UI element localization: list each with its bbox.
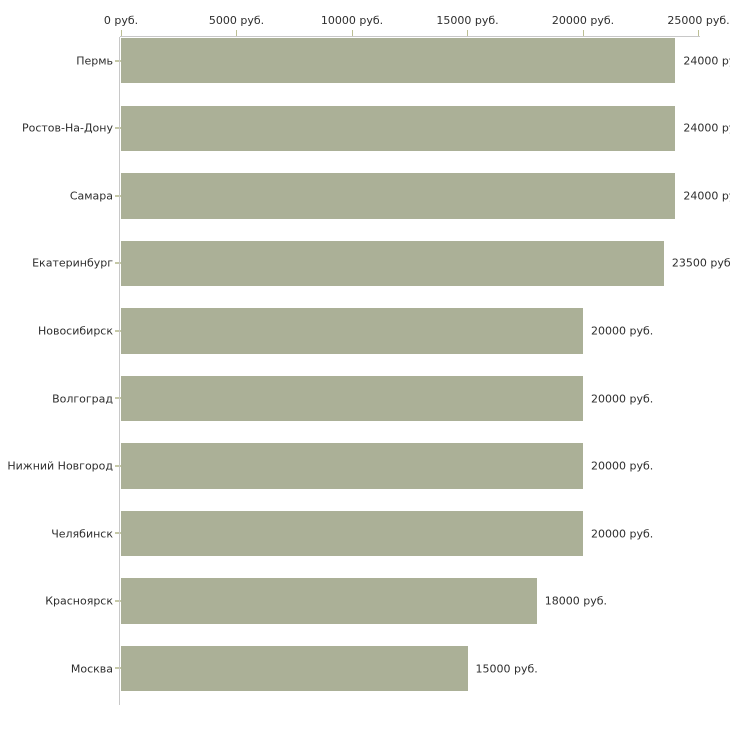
- category-tick: [115, 667, 121, 670]
- x-axis-tick-label: 5000 руб.: [208, 14, 265, 27]
- value-label: 20000 руб.: [591, 324, 654, 338]
- chart-row: Нижний Новгород 20000 руб.: [0, 443, 730, 511]
- y-axis-line: [119, 37, 120, 705]
- category-tick: [115, 127, 121, 130]
- chart-row: Челябинск 20000 руб.: [0, 510, 730, 578]
- category-label: Екатеринбург: [32, 256, 113, 270]
- bar: [121, 375, 583, 422]
- category-label: Пермь: [76, 54, 113, 68]
- x-axis-tick: [582, 30, 584, 36]
- bar: [121, 105, 676, 152]
- value-label: 24000 руб.: [683, 54, 730, 68]
- value-label: 20000 руб.: [591, 459, 654, 473]
- category-tick: [115, 397, 121, 400]
- category-tick: [115, 194, 121, 197]
- category-tick: [115, 464, 121, 467]
- bar: [121, 578, 537, 624]
- chart-row: Самара 24000 руб.: [0, 173, 730, 241]
- category-tick: [115, 262, 121, 265]
- chart-row: Екатеринбург 23500 руб.: [0, 240, 730, 308]
- value-label: 15000 руб.: [475, 662, 538, 676]
- category-label: Красноярск: [45, 594, 113, 608]
- bar: [121, 646, 468, 692]
- category-label: Новосибирск: [37, 324, 113, 338]
- x-axis-tick: [698, 30, 699, 36]
- category-tick: [115, 532, 121, 535]
- x-axis-tick-label: 0 руб.: [103, 14, 139, 27]
- value-label: 18000 руб.: [544, 594, 608, 608]
- value-label: 23500 руб.: [671, 256, 730, 270]
- x-axis-line: [120, 36, 700, 37]
- category-label: Волгоград: [52, 392, 113, 406]
- chart-row: Красноярск 18000 руб.: [0, 578, 730, 646]
- category-label: Челябинск: [51, 527, 113, 541]
- bar: [121, 308, 583, 354]
- bar: [121, 240, 664, 287]
- x-axis-tick: [236, 30, 237, 36]
- category-label: Москва: [70, 662, 113, 676]
- chart-row: Москва 15000 руб.: [0, 645, 730, 713]
- category-tick: [115, 329, 121, 332]
- category-tick: [115, 599, 121, 602]
- value-label: 20000 руб.: [591, 392, 654, 406]
- category-label: Ростов-На-Дону: [21, 121, 113, 135]
- x-axis-tick-label: 10000 руб.: [320, 14, 384, 27]
- chart-row: Пермь 24000 руб.: [0, 38, 730, 106]
- x-axis-tick: [467, 30, 468, 36]
- x-axis-tick-label: 25000 руб.: [667, 14, 730, 27]
- bar: [121, 173, 676, 219]
- bar: [121, 38, 676, 84]
- category-label: Нижний Новгород: [7, 459, 113, 473]
- value-label: 20000 руб.: [591, 527, 654, 541]
- bar: [121, 443, 583, 489]
- x-axis-tick: [120, 30, 122, 36]
- chart-row: Ростов-На-Дону 24000 руб.: [0, 105, 730, 173]
- x-axis: 0 руб. 5000 руб. 10000 руб. 15000 руб. 20000…: [0, 0, 730, 37]
- chart-row: Новосибирск 20000 руб.: [0, 308, 730, 376]
- x-axis-tick-label: 15000 руб.: [436, 14, 499, 27]
- category-tick: [115, 59, 121, 62]
- x-axis-tick-label: 20000 руб.: [551, 14, 615, 27]
- value-label: 24000 руб.: [683, 121, 730, 135]
- chart-row: Волгоград 20000 руб.: [0, 375, 730, 443]
- category-label: Самара: [69, 189, 113, 203]
- value-label: 24000 руб.: [683, 189, 730, 203]
- x-axis-tick: [351, 30, 353, 36]
- bar: [121, 510, 583, 557]
